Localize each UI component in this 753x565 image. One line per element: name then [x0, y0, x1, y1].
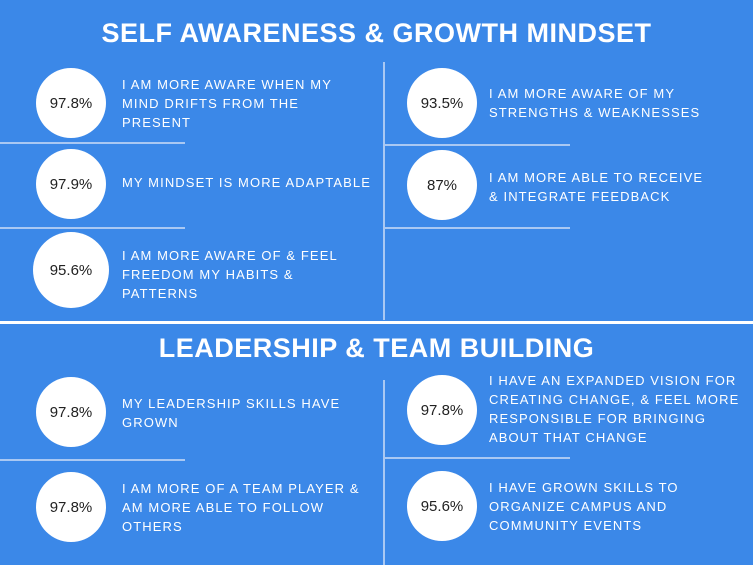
horizontal-divider — [0, 459, 185, 461]
horizontal-divider — [384, 457, 570, 459]
horizontal-divider — [384, 144, 570, 146]
horizontal-divider — [0, 142, 185, 144]
stat-label: MY LEADERSHIP SKILLS HAVE GROWN — [122, 396, 341, 430]
stat-label: I AM MORE OF A TEAM PLAYER & AM MORE ABL… — [122, 480, 360, 534]
stat-circle: 95.6% — [33, 232, 109, 308]
horizontal-divider — [384, 227, 570, 229]
stat-label: I AM MORE ABLE TO RECEIVE & INTEGRATE FE… — [489, 170, 704, 204]
vertical-divider — [383, 380, 385, 565]
stat-label: MY MINDSET IS MORE ADAPTABLE — [122, 174, 371, 190]
stat-circle: 87% — [407, 150, 477, 220]
horizontal-divider — [0, 227, 185, 229]
stat-label: I HAVE GROWN SKILLS TO ORGANIZE CAMPUS A… — [489, 479, 679, 533]
section-title-leadership: LEADERSHIP & TEAM BUILDING — [158, 333, 595, 363]
section-separator — [0, 321, 753, 324]
stat-circle: 97.8% — [407, 375, 477, 445]
stat-circle: 97.8% — [36, 68, 106, 138]
stat-circle: 95.6% — [407, 471, 477, 541]
stat-circle: 97.9% — [36, 149, 106, 219]
vertical-divider — [383, 62, 385, 320]
stat-label: I AM MORE AWARE OF & FEEL FREEDOM MY HAB… — [122, 247, 338, 301]
stat-circle: 97.8% — [36, 472, 106, 542]
stat-label: I AM MORE AWARE OF MY STRENGTHS & WEAKNE… — [489, 86, 701, 120]
stat-circle: 93.5% — [407, 68, 477, 138]
stat-circle: 97.8% — [36, 377, 106, 447]
stat-label: I HAVE AN EXPANDED VISION FOR CREATING C… — [489, 373, 740, 445]
stat-label: I AM MORE AWARE WHEN MY MIND DRIFTS FROM… — [122, 76, 332, 130]
section-title-self-awareness: SELF AWARENESS & GROWTH MINDSET — [101, 18, 652, 48]
